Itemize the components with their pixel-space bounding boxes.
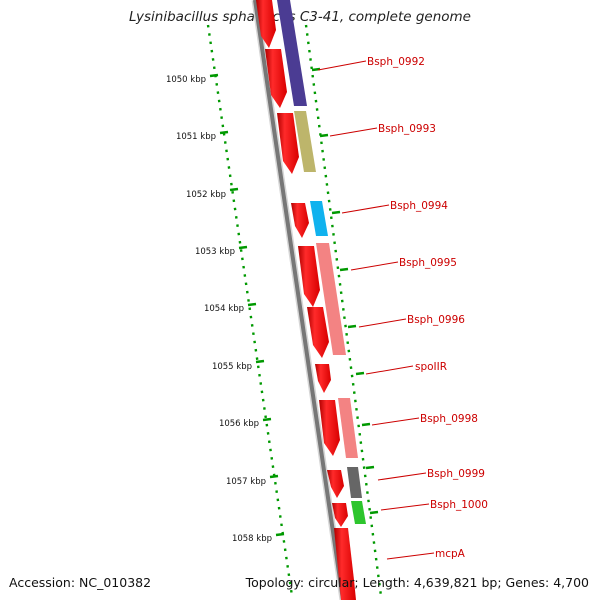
cog-block <box>338 398 358 458</box>
outer-tick <box>369 510 379 515</box>
cog-block <box>351 501 366 524</box>
gene-label: Bsph_1000 <box>430 499 488 511</box>
outer-tick <box>319 133 329 138</box>
kbp-label: 1050 kbp <box>166 75 206 85</box>
kbp-label: 1058 kbp <box>232 534 272 544</box>
outer-tick <box>331 210 341 215</box>
gene-label-connector <box>341 204 390 214</box>
gene-arrow <box>319 400 340 456</box>
accession-text: Accession: NC_010382 <box>9 575 152 590</box>
gene-arrow <box>334 528 356 600</box>
outer-tick <box>311 67 321 72</box>
gene-label-connector <box>371 417 420 426</box>
kbp-tick <box>262 417 272 422</box>
kbp-tick <box>238 245 248 250</box>
gene-label: Bsph_0993 <box>378 123 436 135</box>
gene-label-connector <box>358 318 407 328</box>
gene-arrow <box>327 470 344 498</box>
kbp-label: 1052 kbp <box>186 190 226 200</box>
cog-block <box>316 243 346 355</box>
gene-arrow <box>307 307 329 358</box>
gene-label-connector <box>377 472 427 481</box>
gene-label-connector <box>317 60 367 71</box>
cog-block <box>310 201 328 236</box>
kbp-tick <box>229 187 239 192</box>
outer-tick <box>355 371 365 376</box>
gene-label: Bsph_0994 <box>390 200 448 212</box>
kbp-label: 1057 kbp <box>226 477 266 487</box>
kbp-tick <box>219 130 229 135</box>
gene-label-connector <box>365 365 414 375</box>
gene-label: spoIIR <box>415 361 447 373</box>
kbp-label: 1055 kbp <box>212 362 252 372</box>
outer-tick <box>339 267 349 272</box>
gene-arrow <box>332 503 348 527</box>
gene-label: Bsph_0999 <box>427 468 485 480</box>
gene-label-connector <box>329 127 378 137</box>
gene-label: Bsph_0998 <box>420 413 478 425</box>
kbp-tick <box>275 532 285 537</box>
gene-label: Bsph_0995 <box>399 257 457 269</box>
gene-label-connector <box>350 261 399 271</box>
backbone <box>251 0 347 600</box>
cog-block <box>277 0 307 106</box>
kbp-label: 1053 kbp <box>195 247 235 257</box>
gene-label: Bsph_0992 <box>367 56 425 68</box>
gene-labels: Bsph_0992 Bsph_0993 Bsph_0994 Bsph_0995 … <box>367 56 488 560</box>
outer-tick <box>347 324 357 329</box>
gene-label: mcpA <box>435 548 466 560</box>
gene-arrow <box>315 364 331 393</box>
gene-label-connectors <box>317 60 435 560</box>
cog-block <box>294 111 316 172</box>
gene-label: Bsph_0996 <box>407 314 465 326</box>
kbp-tick <box>269 474 279 479</box>
outer-tick <box>361 422 371 427</box>
kbp-labels: 1050 kbp 1051 kbp 1052 kbp 1053 kbp 1054… <box>166 75 272 544</box>
kbp-tick <box>255 359 265 364</box>
kbp-label: 1051 kbp <box>176 132 216 142</box>
gene-arrow <box>265 49 287 108</box>
outer-tick-ring <box>304 24 383 597</box>
kbp-label: 1056 kbp <box>219 419 259 429</box>
cog-track <box>277 0 366 524</box>
scale-ring <box>206 24 294 597</box>
page-title: Lysinibacillus sphaericus C3-41, complet… <box>128 9 471 25</box>
gene-arrow <box>298 246 320 307</box>
gene-arrow <box>256 0 276 48</box>
gene-label-connector <box>386 552 435 560</box>
gene-arrow <box>277 113 299 174</box>
gene-label-connector <box>380 503 430 511</box>
kbp-tick <box>247 302 257 307</box>
kbp-tick <box>209 73 219 78</box>
gene-arrow <box>291 203 309 238</box>
kbp-tick-marks <box>209 67 379 537</box>
outer-tick <box>365 465 375 470</box>
genome-info-text: Topology: circular; Length: 4,639,821 bp… <box>245 575 589 590</box>
kbp-label: 1054 kbp <box>204 304 244 314</box>
cog-block <box>347 467 362 498</box>
gene-track <box>256 0 356 600</box>
